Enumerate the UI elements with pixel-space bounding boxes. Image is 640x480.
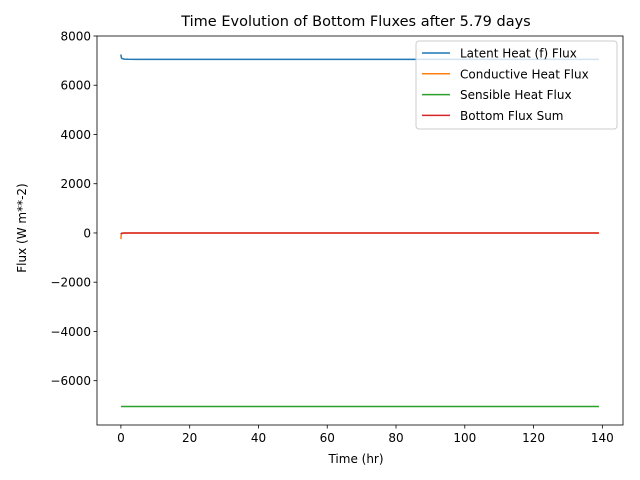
y-tick-label: 6000 <box>60 79 91 93</box>
y-axis-label: Flux (W m**-2) <box>15 183 29 272</box>
y-tick-label: 0 <box>83 226 91 240</box>
y-tick-label: −4000 <box>50 325 91 339</box>
x-axis-label: Time (hr) <box>327 452 383 466</box>
legend-label-1: Latent Heat (f) Flux <box>460 47 577 61</box>
legend-label-2: Conductive Heat Flux <box>460 67 589 81</box>
x-tick-label: 80 <box>388 431 403 445</box>
x-tick-label: 0 <box>117 431 125 445</box>
y-tick-label: 4000 <box>60 128 91 142</box>
y-tick-label: −6000 <box>50 374 91 388</box>
y-tick-label: 8000 <box>60 30 91 44</box>
y-tick-label: −2000 <box>50 276 91 290</box>
x-tick-label: 140 <box>591 431 614 445</box>
y-tick-label: 2000 <box>60 177 91 191</box>
x-tick-label: 100 <box>453 431 476 445</box>
legend-label-4: Bottom Flux Sum <box>460 109 564 123</box>
plot-area: 0 20 40 60 80 100 120 140 −6000 −4000 −2000 0 2000 40… <box>50 30 624 445</box>
x-tick-label: 60 <box>320 431 335 445</box>
x-tick-label: 40 <box>251 431 266 445</box>
chart-title: Time Evolution of Bottom Fluxes after 5.… <box>180 14 531 30</box>
legend-label-3: Sensible Heat Flux <box>460 88 572 102</box>
legend-box <box>415 40 618 130</box>
legend: Latent Heat (f) Flux Conductive Heat Flux… <box>415 40 618 130</box>
series-line-4 <box>120 232 599 235</box>
x-tick-label: 120 <box>522 431 545 445</box>
axes-frame <box>96 35 624 426</box>
x-tick-label: 20 <box>182 431 197 445</box>
